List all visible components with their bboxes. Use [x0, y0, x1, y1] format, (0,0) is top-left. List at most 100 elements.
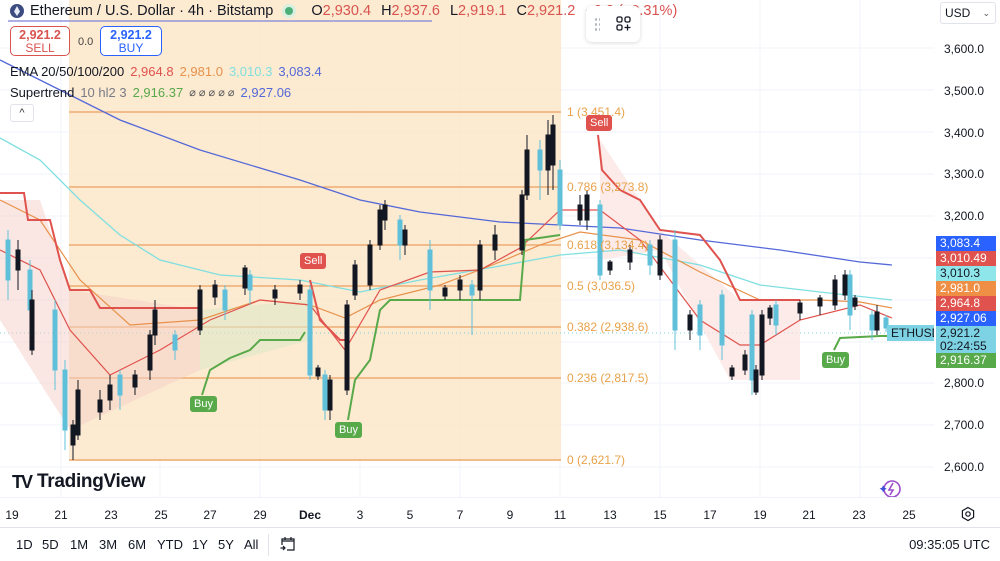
candlesticks	[5, 115, 889, 460]
ema-50-price-tag: 2,981.0	[936, 281, 996, 296]
tradingview-logo[interactable]: TV TradingView	[12, 471, 146, 493]
ema-20-price-tag: 2,964.8	[936, 296, 996, 311]
time-tick: 23	[852, 508, 866, 522]
sell-label: SELL	[25, 41, 55, 55]
ema-20-value: 2,964.8	[130, 64, 174, 79]
low-value: 2,919.1	[458, 3, 507, 19]
fib-level-0236-label: 0.236 (2,817.5)	[567, 371, 649, 385]
last-price-tag: 2,921.2 02:24:55	[936, 326, 996, 356]
ema-name: EMA 20/50/100/200	[10, 64, 125, 79]
fib-level-0-label: 0 (2,621.7)	[567, 453, 626, 467]
supertrend-price-tag: 2,927.06	[936, 311, 996, 326]
time-axis[interactable]: 19 21 23 25 27 29 Dec 3 5 7 9 11 13 15 1…	[0, 497, 1000, 527]
price-tick: 2,800.0	[944, 376, 985, 390]
supertrend-down-line-1	[0, 192, 200, 309]
supertrend-down-line-2	[309, 279, 345, 341]
supertrend-empty-values: ⌀ ⌀ ⌀ ⌀ ⌀	[189, 87, 235, 99]
currency-select[interactable]: USD ⌄	[940, 2, 996, 24]
go-to-date-icon[interactable]	[279, 535, 297, 553]
supertrend-up-value: 2,916.37	[132, 85, 184, 100]
supertrend-params: 10 hl2 3	[80, 85, 127, 100]
high-label: H	[381, 3, 392, 19]
sell-signal-marker: Sell	[300, 253, 327, 269]
chevron-up-icon: ^	[19, 107, 25, 119]
currency-value: USD	[945, 6, 971, 20]
symbol-price-tag: ETHUSD	[887, 325, 934, 341]
time-tick: 25	[154, 508, 168, 522]
supertrend-down-line-3	[597, 134, 800, 301]
supertrend-name: Supertrend	[10, 85, 75, 100]
supertrend-down-value: 2,927.06	[240, 85, 292, 100]
low-label: L	[449, 3, 459, 19]
price-tick: 3,500.0	[944, 84, 985, 98]
time-tick: 17	[703, 508, 717, 522]
fib-level-0382-label: 0.382 (2,938.6)	[567, 320, 649, 334]
buy-signal-marker: Buy	[822, 352, 849, 368]
chevron-down-icon: ⌄	[982, 8, 990, 18]
range-3m-button[interactable]: 3M	[99, 537, 118, 552]
price-tick: 3,400.0	[944, 126, 985, 140]
price-tick: 2,700.0	[944, 418, 985, 432]
time-tick: 9	[506, 508, 514, 522]
time-tick: 11	[553, 508, 567, 522]
price-tick: 3,200.0	[944, 209, 985, 223]
time-tick: 5	[406, 508, 414, 522]
floating-toolbar[interactable]	[586, 6, 640, 42]
time-tick: 19	[753, 508, 767, 522]
collapse-legend-button[interactable]: ^	[10, 104, 34, 122]
price-tick: 2,600.0	[944, 460, 985, 474]
drag-handle-icon[interactable]	[593, 17, 600, 31]
toolbar-divider	[268, 534, 269, 556]
buy-signal-marker: Buy	[190, 396, 217, 412]
time-tick: 21	[802, 508, 816, 522]
market-open-status-icon	[285, 7, 294, 15]
utc-clock[interactable]: 09:35:05 UTC	[909, 537, 990, 552]
supertrend-bull-fill	[200, 300, 310, 370]
time-tick: 15	[653, 508, 667, 522]
sell-signal-marker: Sell	[586, 115, 613, 131]
ai-assistant-icon[interactable]	[878, 478, 904, 497]
chart-settings-icon[interactable]	[960, 506, 976, 522]
supertrend-up-line-1	[201, 331, 306, 396]
last-price-value: 2,921.2	[940, 326, 981, 340]
ema-legend[interactable]: EMA 20/50/100/200 2,964.8 2,981.0 3,010.…	[10, 64, 322, 79]
time-tick: 21	[54, 508, 68, 522]
buy-button[interactable]: 2,921.2 BUY	[100, 26, 162, 56]
chart-canvas[interactable]: Ethereum / U.S. Dollar · 4h · Bitstamp O…	[0, 0, 934, 497]
bar-countdown: 02:24:55	[940, 339, 987, 353]
range-5y-button[interactable]: 5Y	[218, 537, 234, 552]
buy-price: 2,921.2	[110, 28, 152, 42]
close-label: C	[516, 3, 527, 19]
time-tick: 13	[603, 508, 617, 522]
range-1m-button[interactable]: 1M	[70, 537, 89, 552]
symbol-title[interactable]: Ethereum / U.S. Dollar · 4h · Bitstamp	[30, 3, 274, 19]
range-1y-button[interactable]: 1Y	[192, 537, 208, 552]
fib-level-0786-label: 0.786 (3,273.8)	[567, 180, 649, 194]
price-tick: 3,600.0	[944, 42, 985, 56]
range-5d-button[interactable]: 5D	[42, 537, 59, 552]
sell-price: 2,921.2	[19, 28, 61, 42]
time-tick: 23	[104, 508, 118, 522]
price-chart-plot[interactable]	[0, 0, 934, 497]
time-tick: 3	[356, 508, 364, 522]
time-tick: 27	[203, 508, 217, 522]
ema-200-value: 3,083.4	[278, 64, 322, 79]
add-widget-icon[interactable]	[615, 15, 633, 33]
range-6m-button[interactable]: 6M	[128, 537, 147, 552]
ema-50-value: 2,981.0	[179, 64, 223, 79]
range-1d-button[interactable]: 1D	[16, 537, 33, 552]
close-value: 2,921.2	[526, 3, 576, 19]
time-tick-month: Dec	[298, 508, 322, 522]
range-ytd-button[interactable]: YTD	[157, 537, 183, 552]
title-underline	[8, 20, 432, 22]
supertrend-up-line-3	[833, 335, 890, 351]
sell-button[interactable]: 2,921.2 SELL	[10, 26, 70, 56]
time-tick: 25	[902, 508, 916, 522]
bottom-toolbar: 1D 5D 1M 3M 6M YTD 1Y 5Y All 09:35:05 UT…	[0, 527, 1000, 561]
range-all-button[interactable]: All	[244, 537, 259, 552]
supertrend-legend[interactable]: Supertrend 10 hl2 3 2,916.37 ⌀ ⌀ ⌀ ⌀ ⌀ 2…	[10, 85, 291, 100]
price-tick: 3,300.0	[944, 167, 985, 181]
ema-200-line	[0, 59, 893, 266]
time-tick: 19	[5, 508, 19, 522]
